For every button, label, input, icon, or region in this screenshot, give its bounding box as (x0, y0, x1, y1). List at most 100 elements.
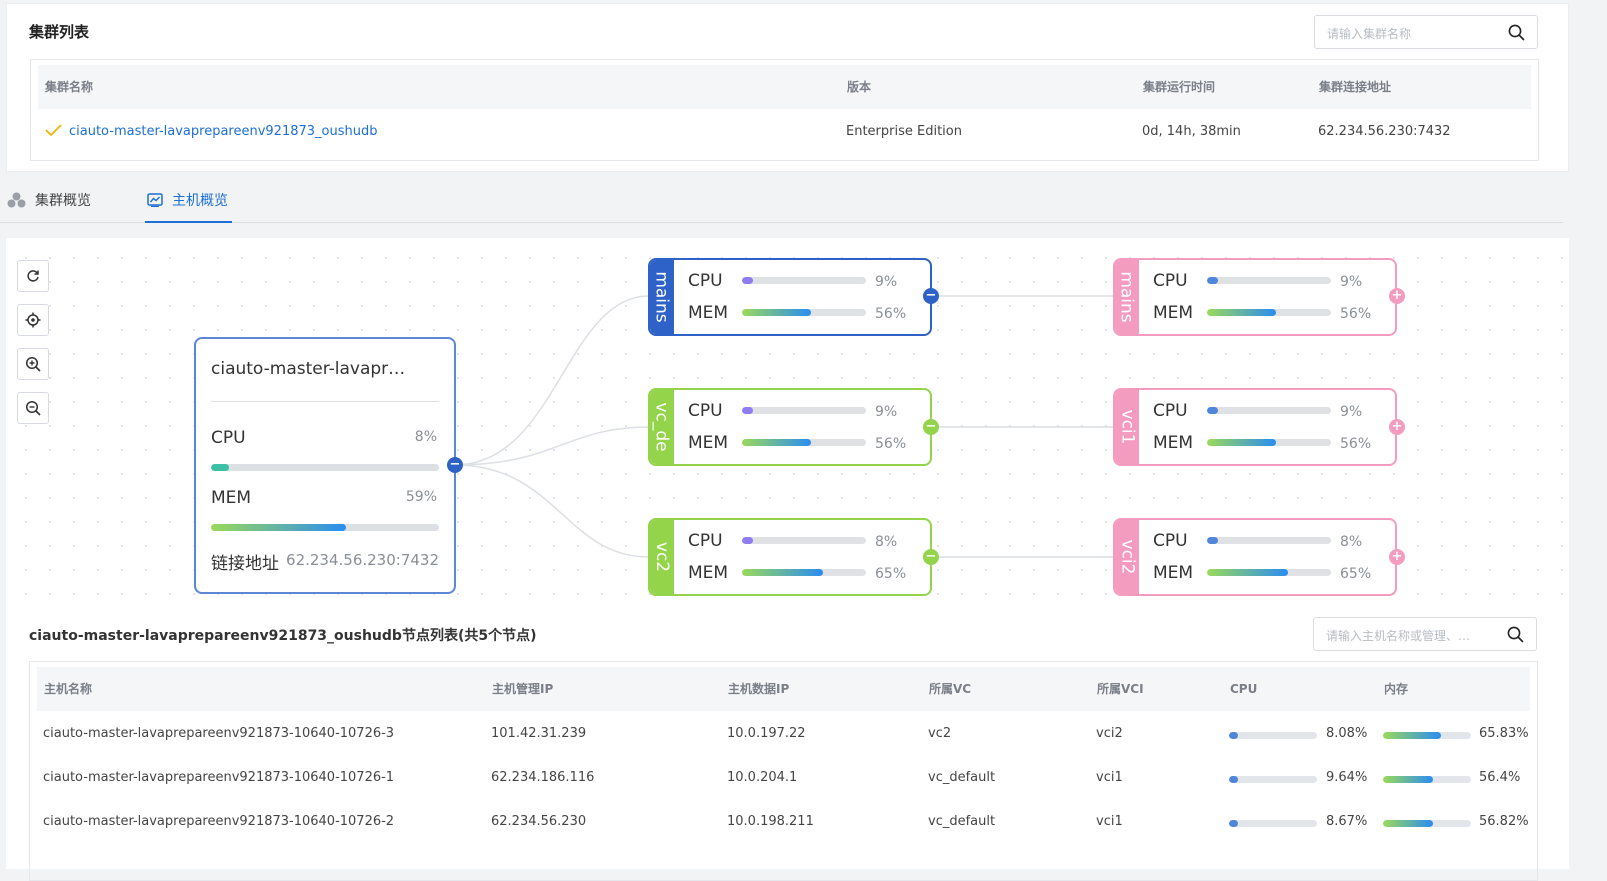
cpu-label: CPU (688, 271, 723, 291)
zoom-out-button[interactable] (17, 392, 49, 424)
refresh-button[interactable] (17, 260, 49, 292)
cluster-address: 62.234.56.230:7432 (1318, 124, 1451, 139)
memory-usage-bar (1383, 732, 1471, 739)
column-header-cpu: CPU (1230, 682, 1258, 696)
cluster-search-placeholder: 请输入集群名称 (1327, 27, 1412, 41)
column-header-cluster-name: 集群名称 (45, 80, 94, 94)
cluster-icon (7, 192, 26, 208)
node-list-panel: ciauto-master-lavaprepareenv921873_oushu… (6, 606, 1569, 881)
cpu-bar (742, 407, 866, 414)
node-table-header: 主机名称 主机管理IP 主机数据IP 所属VC 所属VCI CPU 内存 (37, 667, 1530, 711)
tab-label: 集群概览 (35, 193, 91, 209)
column-header-host-name: 主机名称 (44, 682, 93, 696)
cpu-value: 9% (875, 274, 898, 290)
collapse-handle-icon[interactable]: − (923, 549, 939, 565)
vc-node-name: vc2 (652, 541, 673, 573)
mem-value: 56% (875, 306, 907, 322)
mem-bar (1207, 569, 1331, 576)
vci-node-vci2[interactable]: vci2 CPU 8% MEM 65% (1113, 518, 1397, 596)
memory-usage-bar (1383, 820, 1471, 827)
data-ip-cell: 10.0.197.22 (727, 726, 806, 741)
memory-usage-value: 56.4% (1479, 770, 1521, 785)
cluster-table-header: 集群名称 版本 集群运行时间 集群连接地址 (38, 65, 1531, 109)
expand-handle-icon[interactable]: + (1389, 549, 1405, 565)
vc-cell: vc2 (928, 726, 952, 741)
mem-value: 56% (875, 436, 907, 452)
tab-cluster-overview[interactable]: 集群概览 (7, 190, 91, 210)
collapse-handle-icon[interactable]: − (447, 457, 463, 473)
check-icon (45, 124, 62, 136)
monitor-chart-icon (147, 193, 163, 207)
cpu-value: 8% (875, 534, 898, 550)
column-header-version: 版本 (847, 80, 872, 94)
root-cpu-bar (211, 464, 439, 471)
vc-node-vc-de[interactable]: vc_de CPU 9% MEM 56% (648, 388, 932, 466)
divider (211, 401, 439, 402)
vci-node-vci1[interactable]: vci1 CPU 9% MEM 56% (1113, 388, 1397, 466)
cpu-bar (742, 277, 866, 284)
vc-node-name: vc_de (652, 402, 673, 452)
collapse-handle-icon[interactable]: − (923, 288, 939, 304)
root-cpu-value: 8% (414, 429, 437, 445)
host-name-cell: ciauto-master-lavaprepareenv921873-10640… (43, 770, 395, 785)
mem-value: 56% (1340, 306, 1372, 322)
column-header-uptime: 集群运行时间 (1143, 80, 1216, 94)
vci-node-mains[interactable]: mains CPU 9% MEM 56% (1113, 258, 1397, 336)
mem-bar (1207, 309, 1331, 316)
zoom-in-button[interactable] (17, 348, 49, 380)
vc-cell: vc_default (928, 770, 996, 785)
vc-node-vc2[interactable]: vc2 CPU 8% MEM 65% (648, 518, 932, 596)
search-icon[interactable] (1507, 626, 1524, 643)
column-header-memory: 内存 (1384, 682, 1409, 696)
active-tab-indicator (145, 221, 232, 223)
cpu-label: CPU (1153, 271, 1188, 291)
host-search-placeholder: 请输入主机名称或管理、… (1326, 629, 1471, 643)
root-mem-value: 59% (405, 489, 437, 505)
cpu-usage-bar (1229, 776, 1317, 783)
expand-handle-icon[interactable]: + (1389, 419, 1405, 435)
tab-host-overview[interactable]: 主机概览 (147, 190, 228, 210)
cluster-table: 集群名称 版本 集群运行时间 集群连接地址 ciauto-master-lava… (30, 59, 1539, 161)
root-mem-label: MEM (211, 488, 252, 508)
topology-edges (454, 295, 1113, 558)
view-tabs: 集群概览 主机概览 (0, 178, 1563, 223)
mem-label: MEM (688, 563, 729, 583)
column-header-mgmt-ip: 主机管理IP (492, 682, 554, 696)
vc-node-mains[interactable]: mains CPU 9% MEM 56% (648, 258, 932, 336)
cluster-list-panel: 集群列表 请输入集群名称 集群名称 版本 集群运行时间 集群连接地址 ciaut… (6, 3, 1569, 172)
collapse-handle-icon[interactable]: − (923, 419, 939, 435)
cluster-root-node[interactable]: ciauto-master-lavapr… CPU 8% MEM 59% 链接地… (194, 337, 456, 594)
cpu-value: 9% (875, 404, 898, 420)
cpu-bar (1207, 537, 1331, 544)
cpu-usage-value: 8.08% (1326, 726, 1368, 741)
mgmt-ip-cell: 101.42.31.239 (491, 726, 587, 741)
root-mem-bar (211, 524, 439, 531)
search-icon[interactable] (1508, 24, 1525, 41)
cluster-list-title: 集群列表 (29, 23, 90, 41)
cluster-search-input[interactable]: 请输入集群名称 (1314, 15, 1538, 49)
host-search-input[interactable]: 请输入主机名称或管理、… (1313, 617, 1537, 651)
vc-cell: vc_default (928, 814, 996, 829)
cpu-label: CPU (1153, 401, 1188, 421)
root-node-name: ciauto-master-lavapr… (211, 359, 406, 379)
expand-handle-icon[interactable]: + (1389, 288, 1405, 304)
root-cpu-label: CPU (211, 428, 246, 448)
cpu-bar (1207, 277, 1331, 284)
column-header-data-ip: 主机数据IP (728, 682, 790, 696)
vci-node-name: mains (1117, 271, 1137, 323)
mem-label: MEM (1153, 563, 1194, 583)
mem-value: 65% (875, 566, 907, 582)
mgmt-ip-cell: 62.234.56.230 (491, 814, 587, 829)
mgmt-ip-cell: 62.234.186.116 (491, 770, 595, 785)
cpu-label: CPU (688, 531, 723, 551)
refresh-icon (27, 270, 39, 282)
host-topology-canvas[interactable]: ciauto-master-lavapr… CPU 8% MEM 59% 链接地… (6, 238, 1569, 606)
cpu-label: CPU (1153, 531, 1188, 551)
cluster-name-link[interactable]: ciauto-master-lavaprepareenv921873_oushu… (69, 124, 378, 139)
mem-label: MEM (1153, 303, 1194, 323)
cpu-bar (1207, 407, 1331, 414)
host-name-cell: ciauto-master-lavaprepareenv921873-10640… (43, 726, 395, 741)
locate-button[interactable] (17, 304, 49, 336)
cluster-uptime: 0d, 14h, 38min (1142, 124, 1241, 139)
cpu-usage-value: 9.64% (1326, 770, 1368, 785)
